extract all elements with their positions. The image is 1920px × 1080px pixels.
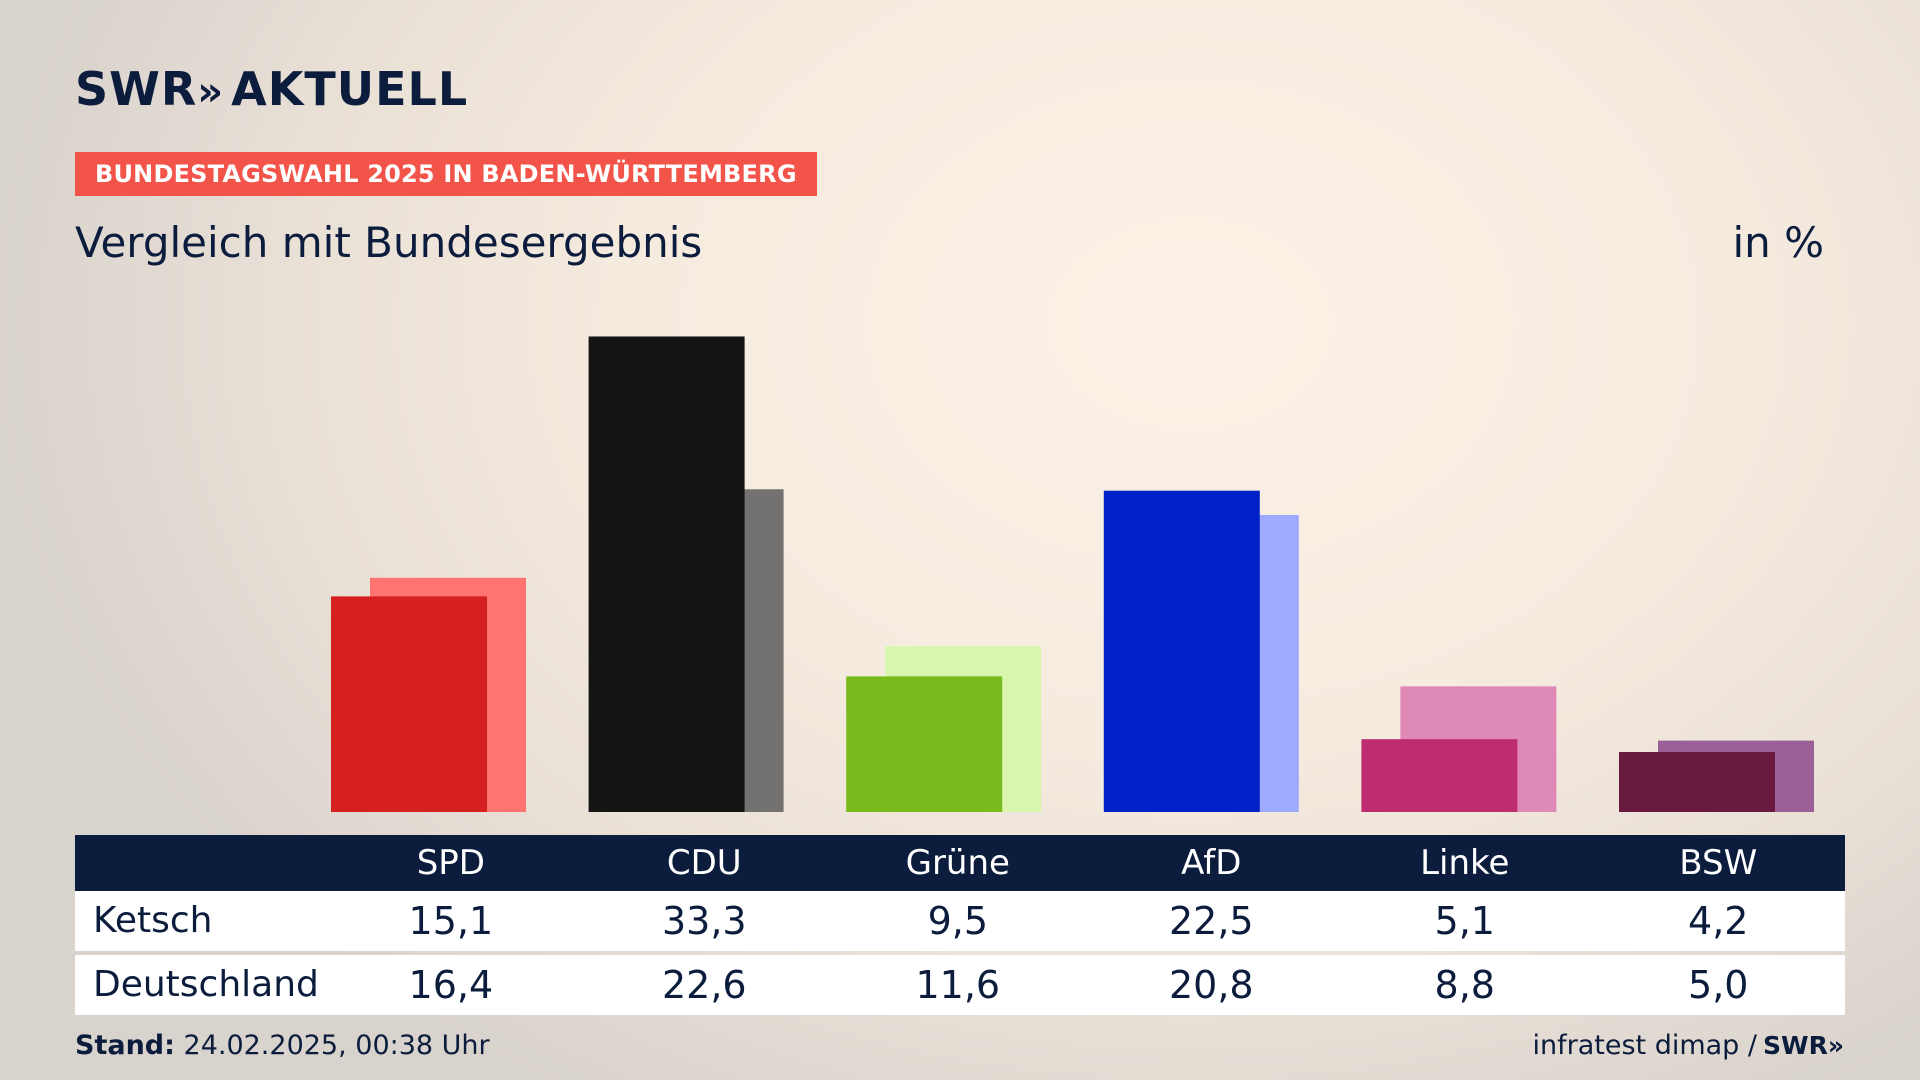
table-cell: 22,5: [1168, 899, 1254, 943]
results-table: SPD CDU Grüne AfD Linke BSW Ketsch 15,1 …: [75, 835, 1845, 1015]
table-row: Ketsch 15,1 33,3 9,5 22,5 5,1 4,2: [75, 891, 1845, 951]
table-cell: 20,8: [1168, 963, 1254, 1007]
source-credit: infratest dimap / SWR»: [1533, 1030, 1845, 1061]
table-cell: 5,1: [1434, 899, 1495, 943]
source-text: infratest dimap /: [1532, 1030, 1758, 1061]
bar-ketsch-grüne: [846, 676, 1003, 812]
table-cell: 22,6: [662, 963, 747, 1007]
table-cell: 9,5: [927, 899, 988, 943]
row-label: Deutschland: [93, 964, 319, 1005]
chart-title: Vergleich mit Bundesergebnis: [75, 218, 703, 267]
stand-value: 24.02.2025, 00:38 Uhr: [183, 1030, 490, 1061]
header-gruene: Grüne: [905, 843, 1010, 883]
unit-label: in %: [1732, 218, 1824, 267]
header-bsw: BSW: [1679, 843, 1758, 883]
bar-ketsch-cdu: [588, 336, 745, 812]
header-spd: SPD: [416, 843, 485, 883]
table-row: Deutschland 16,4 22,6 11,6 20,8 8,8 5,0: [75, 955, 1845, 1015]
bar-ketsch-bsw: [1619, 752, 1775, 812]
bar-ketsch-linke: [1361, 739, 1518, 812]
swr-aktuell-logo: SWR» AKTUELL: [75, 66, 468, 112]
header-linke: Linke: [1420, 843, 1510, 883]
table-header-row: SPD CDU Grüne AfD Linke BSW: [75, 835, 1845, 891]
header-afd: AfD: [1181, 843, 1242, 883]
swr-mini-logo: SWR»: [1763, 1031, 1844, 1060]
bar-ketsch-spd: [331, 596, 487, 812]
header-empty: [75, 835, 324, 891]
logo-suffix: AKTUELL: [231, 62, 469, 116]
table-cell: 33,3: [662, 899, 747, 943]
table-cell: 8,8: [1434, 963, 1495, 1007]
table-cell: 11,6: [915, 963, 1001, 1007]
stand-label: Stand:: [75, 1030, 175, 1061]
header-cdu: CDU: [666, 843, 742, 883]
table-cell: 4,2: [1688, 899, 1749, 943]
kicker-label: BUNDESTAGSWAHL 2025 IN BADEN-WÜRTTEMBERG: [75, 152, 817, 196]
table-cell: 15,1: [408, 899, 494, 943]
bar-ketsch-afd: [1103, 490, 1260, 812]
bar-chart: [331, 336, 1814, 812]
logo-text: SWR: [75, 62, 198, 116]
timestamp: Stand: 24.02.2025, 00:38 Uhr: [75, 1030, 490, 1061]
table-cell: 5,0: [1688, 963, 1749, 1007]
row-label: Ketsch: [93, 900, 213, 941]
table-cell: 16,4: [408, 963, 494, 1007]
